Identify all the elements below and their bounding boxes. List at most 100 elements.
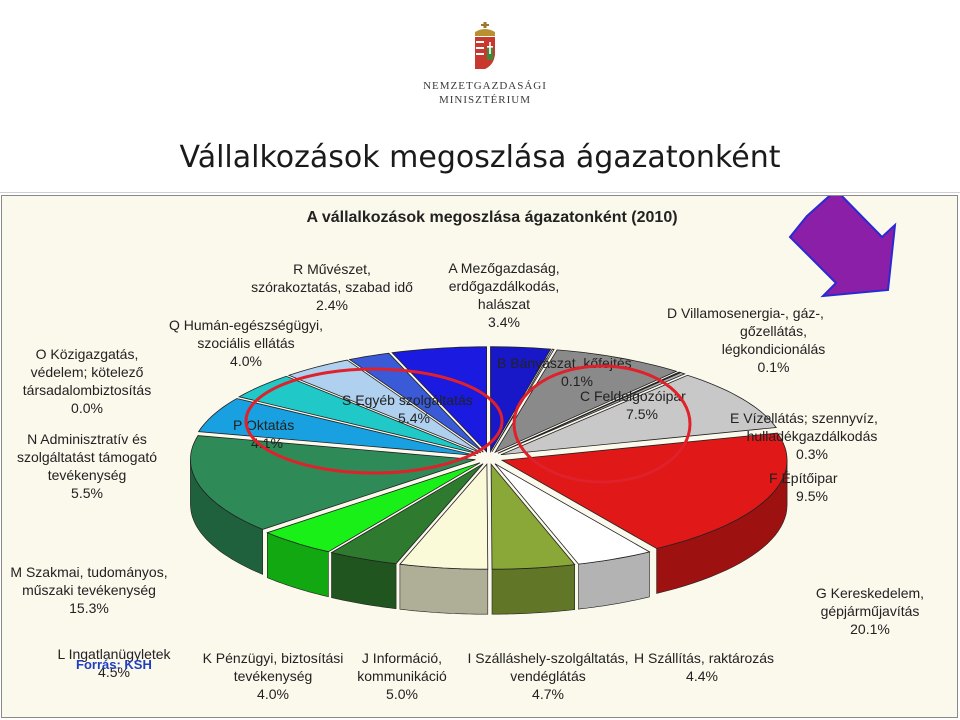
slice-k <box>330 463 484 565</box>
slice-label-d: D Villamosenergia-, gáz-, gőzellátás, légk… <box>667 305 825 375</box>
slice-name-r: szórakoztatás, szabad idő <box>251 279 413 295</box>
slice-name-c: C Feldolgozóipar <box>580 388 686 404</box>
slice-name-i: vendéglátás <box>510 668 586 684</box>
coat-of-arms-icon <box>475 22 495 69</box>
labels-layer: A Mezőgazdaság, erdőgazdálkodás, halászat 3… <box>10 260 924 702</box>
slice-label-l: L Ingatlanügyletek 4.5% <box>57 646 171 680</box>
logo-line-2: MINISZTÉRIUM <box>438 94 532 106</box>
slice-name-k: K Pénzügyi, biztosítási <box>203 650 344 666</box>
slice-name-o: társadalombiztosítás <box>23 382 151 398</box>
slice-label-g: G Kereskedelem, gépjárműjavítás 20.1% <box>816 585 924 637</box>
slice-name-q: szociális ellátás <box>197 335 294 351</box>
slice-label-s: S Egyéb szolgáltatás 5.4% <box>342 392 473 426</box>
highlight-ellipse-industry <box>512 364 692 484</box>
slice-name-o: O Közigazgatás, <box>36 346 139 362</box>
slice-name-d: D Villamosenergia-, gáz-, <box>667 305 824 321</box>
slice-name-a: A Mezőgazdaság, <box>448 260 559 276</box>
slice-name-f: F Építőipar <box>769 470 838 486</box>
slice-name-d: légkondicionálás <box>722 341 826 357</box>
slice-name-q: Q Humán-egészségügyi, <box>169 317 323 333</box>
slice-label-e: E Vízellátás; szennyvíz, hulladékgazdálko… <box>730 410 878 462</box>
slice-name-g: G Kereskedelem, <box>816 585 924 601</box>
slice-f <box>500 374 777 456</box>
slice-percent-n: 5.5% <box>71 485 103 501</box>
slice-h <box>494 463 651 565</box>
slice-e <box>497 372 686 454</box>
slice-percent-j: 5.0% <box>386 686 418 702</box>
slice-name-n: N Adminisztratív és <box>27 431 147 447</box>
slice-name-e: hulladékgazdálkodás <box>747 428 878 444</box>
slice-label-r: R Művészet, szórakoztatás, szabad idő 2.4% <box>251 261 413 313</box>
slice-percent-e: 0.3% <box>796 446 828 462</box>
slice-name-h: H Szállítás, raktározás <box>634 650 774 666</box>
slice-label-h: H Szállítás, raktározás 4.4% <box>634 650 774 684</box>
slice-percent-a: 3.4% <box>488 314 520 330</box>
slice-percent-m: 15.3% <box>69 600 109 616</box>
slice-name-a: erdőgazdálkodás, <box>449 278 560 294</box>
slice-label-o: O Közigazgatás, védelem; kötelező társadal… <box>23 346 151 416</box>
slice-name-g: gépjárműjavítás <box>821 603 920 619</box>
slice-label-j: J Információ, kommunikáció 5.0% <box>357 650 447 702</box>
slice-label-q: Q Humán-egészségügyi, szociális ellátás 4.… <box>169 317 323 369</box>
slice-name-d: gőzellátás, <box>740 323 807 339</box>
slice-n <box>197 398 477 456</box>
slices-layer <box>189 346 788 615</box>
slice-label-c: C Feldolgozóipar 7.5% <box>580 388 686 422</box>
slice-percent-d: 0.1% <box>758 359 790 375</box>
source-note: Forrás: KSH <box>76 657 152 672</box>
slice-name-i: I Szálláshely-szolgáltatás, <box>467 650 628 666</box>
chart-title: A vállalkozások megoszlása ágazatonként … <box>306 209 677 226</box>
slice-percent-f: 9.5% <box>796 488 828 504</box>
slice-a <box>490 346 552 454</box>
highlight-ellipse-services <box>244 367 504 475</box>
slice-name-r: R Művészet, <box>293 261 371 277</box>
slice-name-m: M Szakmai, tudományos, <box>10 564 167 580</box>
slice-percent-s: 5.4% <box>398 410 430 426</box>
slice-percent-k: 4.0% <box>257 686 289 702</box>
chart-panel: A vállalkozások megoszlása ágazatonként … <box>1 195 958 718</box>
pointer-arrow-icon <box>788 196 897 298</box>
pie-chart: A vállalkozások megoszlása ágazatonként … <box>10 196 924 702</box>
slice-l <box>266 462 481 553</box>
slice-name-n: tevékenység <box>48 467 127 483</box>
slice-side-j <box>399 563 489 615</box>
slice-p <box>237 375 479 455</box>
slice-percent-o: 0.0% <box>71 400 103 416</box>
slice-label-k: K Pénzügyi, biztosítási tevékenység 4.0% <box>203 650 344 702</box>
slice-percent-p: 4.1% <box>251 435 283 451</box>
slice-percent-c: 7.5% <box>626 406 658 422</box>
slice-label-f: F Építőipar 9.5% <box>769 470 838 504</box>
slice-name-l: L Ingatlanügyletek <box>57 646 171 662</box>
slice-side-i <box>491 564 575 615</box>
slice-m <box>189 435 476 530</box>
slice-q <box>287 359 482 454</box>
slice-percent-g: 20.1% <box>850 621 890 637</box>
slice-percent-i: 4.7% <box>532 686 564 702</box>
slice-name-j: kommunikáció <box>357 668 447 684</box>
ministry-logo: NEMZETGAZDASÁGI MINISZTÉRIUM <box>415 22 555 112</box>
slice-percent-l: 4.5% <box>98 664 130 680</box>
slide-title: Vállalkozások megoszlása ágazatonként <box>179 140 781 175</box>
slice-j <box>399 463 489 570</box>
slice-label-m: M Szakmai, tudományos, műszaki tevékenysé… <box>10 564 167 616</box>
slice-label-n: N Adminisztratív és szolgáltatást támogat… <box>17 431 157 501</box>
slice-i <box>490 463 576 570</box>
slice-percent-r: 2.4% <box>316 297 348 313</box>
slice-g <box>500 432 788 549</box>
slice-percent-h: 4.4% <box>686 668 718 684</box>
slice-name-e: E Vízellátás; szennyvíz, <box>730 410 878 426</box>
slice-name-a: halászat <box>478 296 530 312</box>
slice-r <box>348 352 484 453</box>
slice-label-i: I Szálláshely-szolgáltatás, vendéglátás 4.… <box>467 650 628 702</box>
slice-label-a: A Mezőgazdaság, erdőgazdálkodás, halászat 3… <box>448 260 559 330</box>
highlight-ellipses <box>244 364 692 484</box>
slice-name-b: B Bányászat, kőfejtés <box>497 355 632 371</box>
slice-name-j: J Információ, <box>362 650 442 666</box>
title-divider <box>0 192 960 193</box>
slice-percent-q: 4.0% <box>230 353 262 369</box>
logo-line-1: NEMZETGAZDASÁGI <box>423 80 547 92</box>
slice-name-m: műszaki tevékenység <box>22 582 156 598</box>
slice-name-o: védelem; kötelező <box>31 364 144 380</box>
slice-percent-b: 0.1% <box>561 373 593 389</box>
slice-name-n: szolgáltatást támogató <box>17 449 157 465</box>
